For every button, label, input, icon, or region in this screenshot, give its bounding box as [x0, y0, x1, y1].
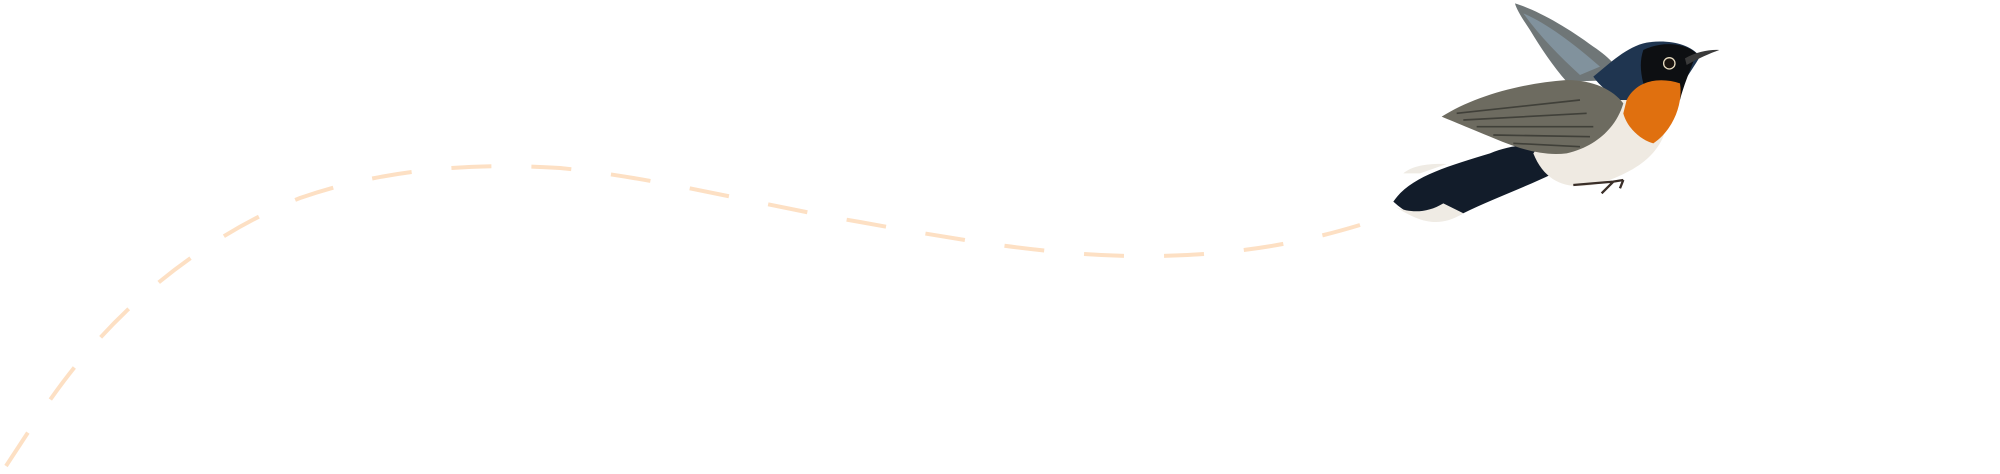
- dashed-flight-path: [4, 164, 1361, 468]
- bird-illustration: [1393, 3, 1720, 223]
- bird-lower-wing-stripes: [1456, 99, 1594, 148]
- bird-tail-tips: [1394, 163, 1464, 223]
- bird-face-mask: [1640, 44, 1697, 100]
- bird-tail: [1393, 145, 1554, 221]
- bird-eye: [1662, 56, 1676, 70]
- bird-beak: [1684, 49, 1720, 65]
- bird-throat: [1623, 80, 1681, 144]
- bird-legs: [1573, 178, 1625, 195]
- bird-upper-wing-shade: [1523, 13, 1600, 75]
